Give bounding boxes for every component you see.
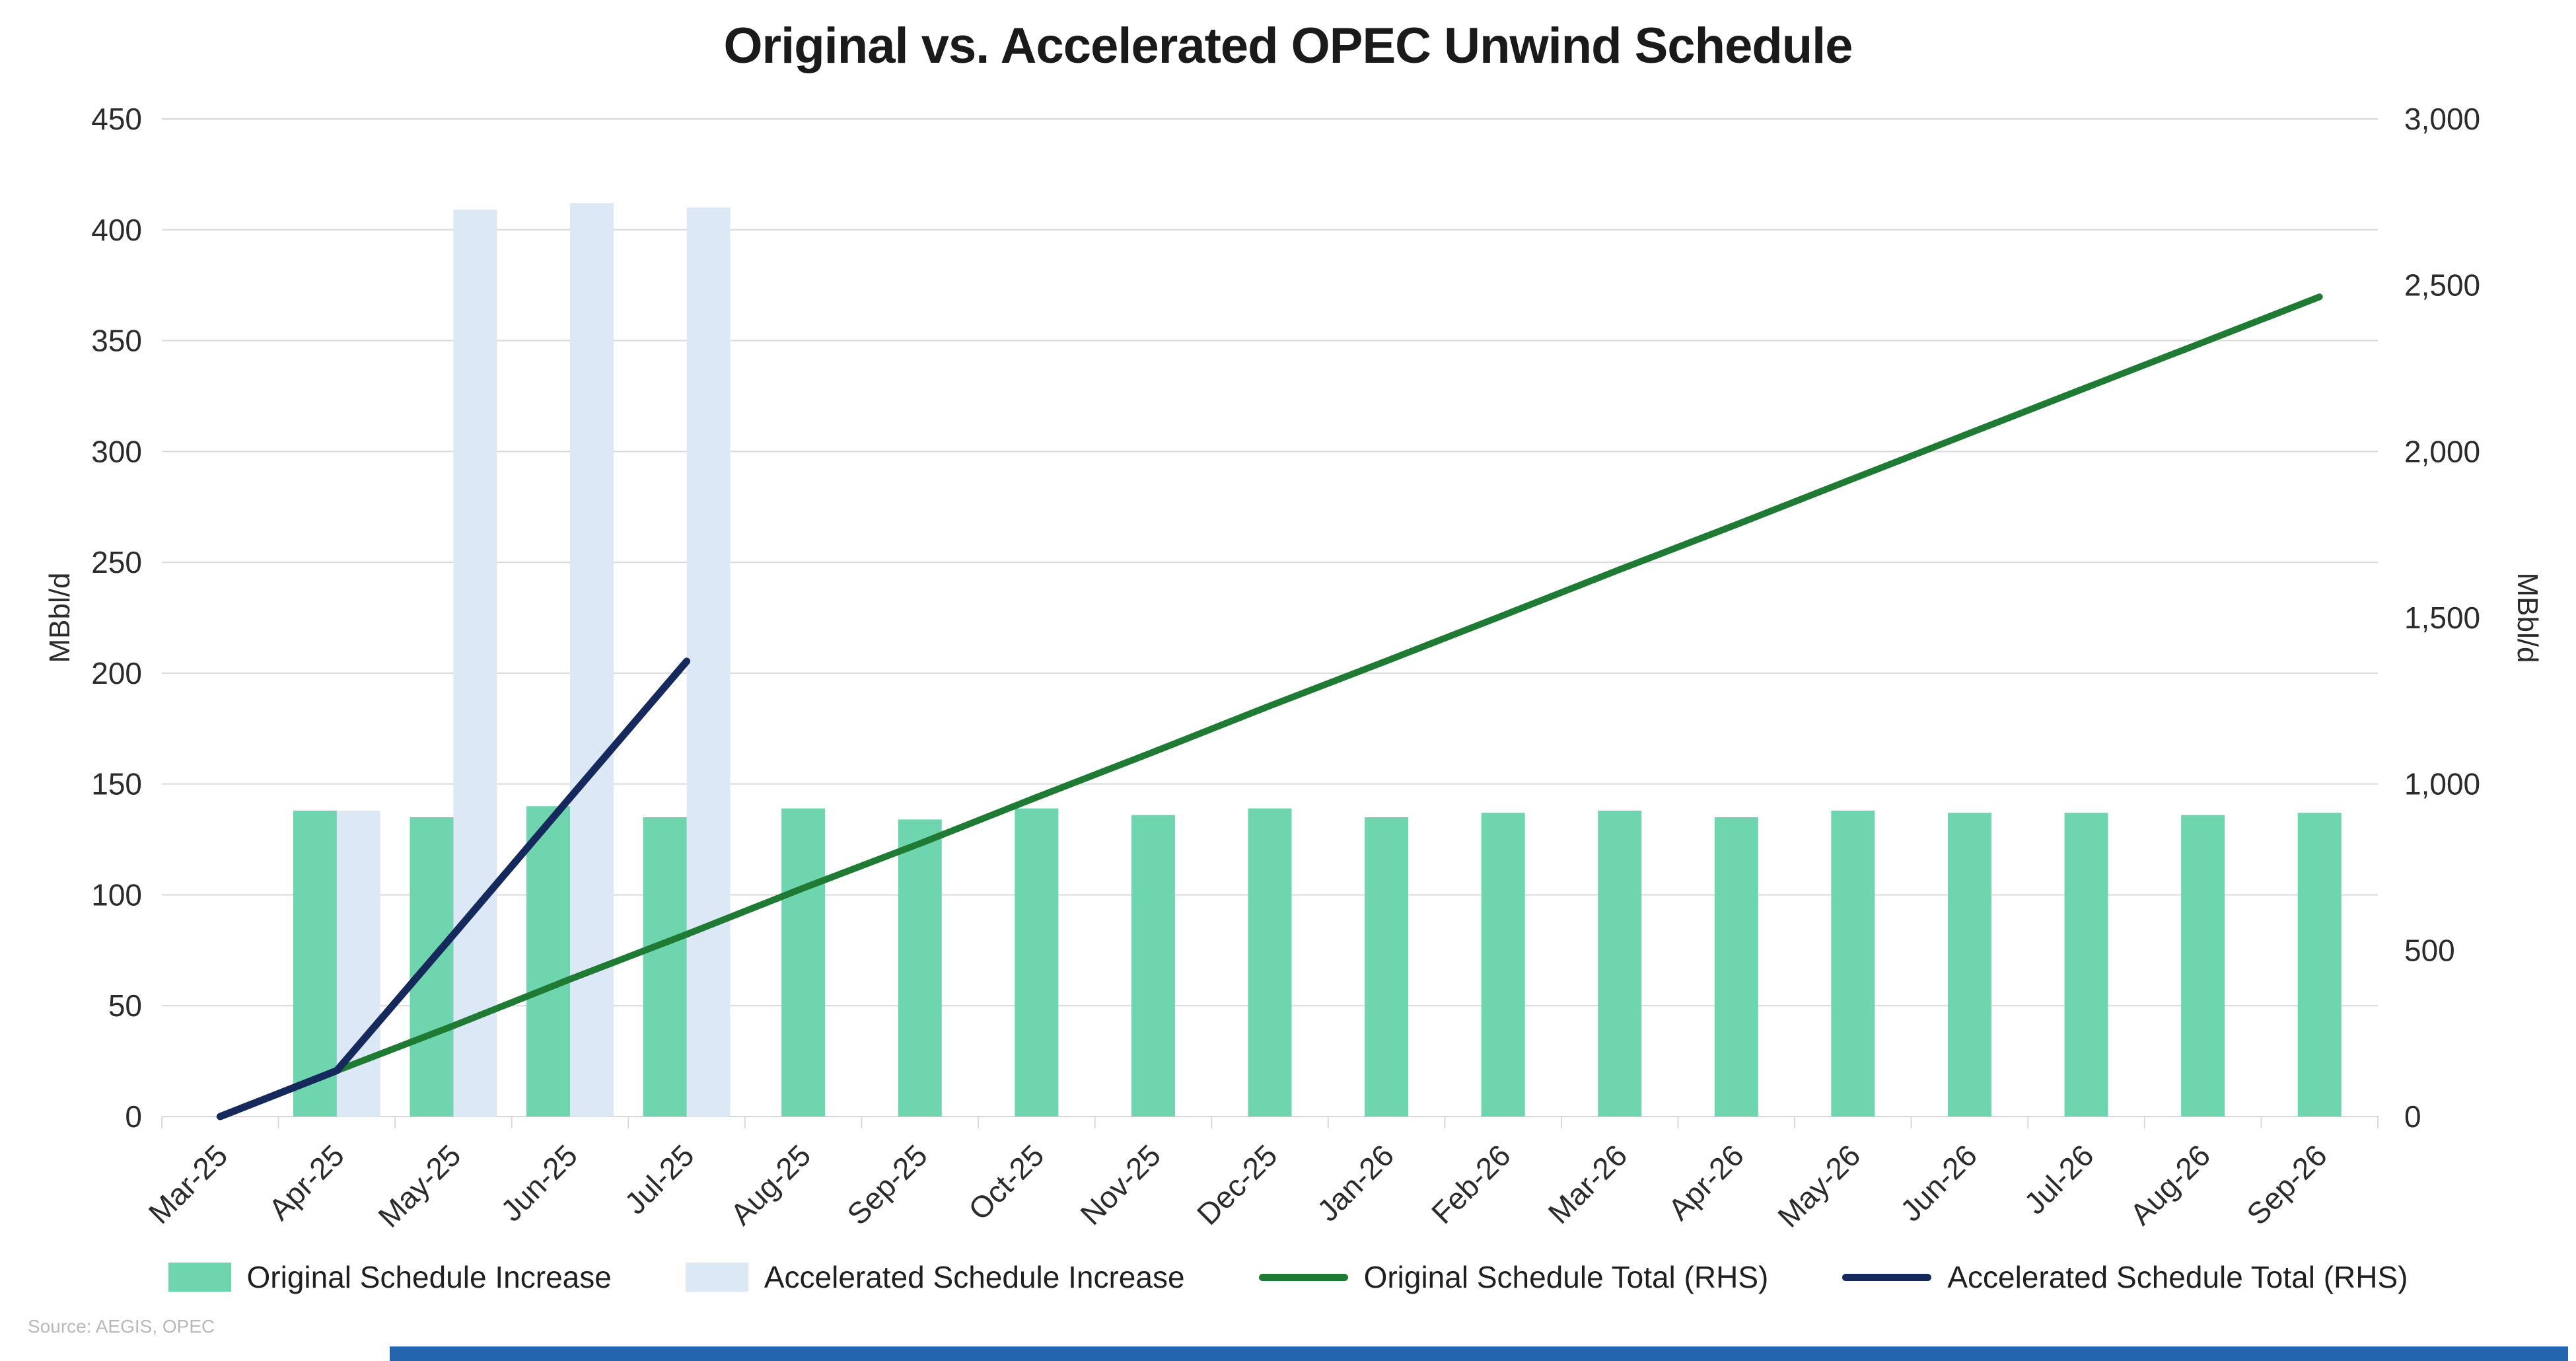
bar-original [293,810,337,1117]
bar-original [1481,813,1525,1117]
svg-text:Jul-26: Jul-26 [2017,1138,2100,1220]
svg-text:500: 500 [2404,933,2455,967]
right-axis-tick-labels: 0 500 1,000 1,500 2,000 2,500 3,000 [2404,102,2480,1134]
svg-text:2,000: 2,000 [2404,434,2480,468]
svg-text:Sep-26: Sep-26 [2240,1138,2334,1232]
svg-text:Nov-25: Nov-25 [1073,1138,1167,1232]
svg-text:Jan-26: Jan-26 [1310,1138,1400,1228]
svg-text:0: 0 [125,1099,142,1134]
svg-text:100: 100 [91,877,142,912]
svg-text:150: 150 [91,767,142,801]
bar-original [410,817,454,1117]
svg-text:3,000: 3,000 [2404,102,2480,136]
bar-original [898,819,942,1117]
legend-item-original-schedule-increase: Original Schedule Increase [168,1259,612,1295]
svg-text:350: 350 [91,324,142,358]
svg-text:May-26: May-26 [1771,1138,1867,1233]
bar-original [1714,817,1758,1117]
svg-text:200: 200 [91,656,142,690]
svg-text:1,500: 1,500 [2404,601,2480,635]
source-note: Source: AEGIS, OPEC [28,1316,215,1337]
legend-item-accelerated-schedule-increase: Accelerated Schedule Increase [685,1259,1185,1295]
svg-text:50: 50 [108,988,142,1023]
bars-original-schedule-increase [293,806,2342,1117]
legend-label-accelerated-total: Accelerated Schedule Total (RHS) [1947,1260,2408,1294]
svg-text:May-25: May-25 [371,1138,467,1233]
svg-text:Jun-25: Jun-25 [494,1138,584,1228]
left-axis-tick-labels: 0 50 100 150 200 250 300 350 400 450 [91,102,142,1134]
bar-original [2297,813,2342,1117]
svg-text:0: 0 [2404,1099,2421,1134]
right-axis-title: MBbl/d [2511,573,2544,663]
svg-text:Apr-25: Apr-25 [262,1138,351,1226]
svg-text:Mar-26: Mar-26 [1541,1138,1633,1230]
legend-item-original-schedule-total: Original Schedule Total (RHS) [1258,1259,1769,1295]
legend-swatch-original-line [1258,1273,1348,1281]
x-axis-labels: Mar-25 Apr-25 May-25 Jun-25 Jul-25 Aug-25 Sep-… [142,1117,2379,1234]
svg-text:Mar-25: Mar-25 [142,1138,234,1230]
bar-original [643,817,687,1117]
bar-original [1598,810,1642,1117]
footer-strip [390,1346,2568,1361]
bar-original [1831,810,1875,1117]
legend-swatch-accelerated-bar [685,1263,748,1292]
legend-label-original-increase: Original Schedule Increase [246,1260,612,1294]
legend-label-original-total: Original Schedule Total (RHS) [1363,1260,1769,1294]
chart-legend: Original Schedule Increase Accelerated S… [0,1259,2576,1295]
svg-text:2,500: 2,500 [2404,268,2480,303]
bar-original [781,808,826,1117]
bar-original [2064,813,2108,1117]
svg-text:1,000: 1,000 [2404,767,2480,801]
bar-original [1947,813,1991,1117]
bar-original [1015,808,1059,1117]
bar-accelerated [453,209,497,1117]
svg-text:300: 300 [91,434,142,468]
svg-text:Dec-25: Dec-25 [1190,1138,1284,1232]
svg-text:Aug-26: Aug-26 [2124,1138,2217,1232]
chart-title: Original vs. Accelerated OPEC Unwind Sch… [723,18,1853,74]
svg-text:Jul-25: Jul-25 [618,1138,700,1220]
legend-item-accelerated-schedule-total: Accelerated Schedule Total (RHS) [1842,1259,2408,1295]
svg-text:Sep-25: Sep-25 [840,1138,934,1232]
svg-text:Oct-25: Oct-25 [962,1138,1050,1226]
svg-text:Aug-25: Aug-25 [724,1138,818,1232]
bar-original [2181,815,2225,1117]
bar-original [526,806,571,1117]
svg-text:Apr-26: Apr-26 [1661,1138,1750,1226]
line-accelerated-schedule-total [216,657,691,1121]
bar-original [1131,815,1175,1117]
svg-text:Jun-26: Jun-26 [1894,1138,1984,1228]
svg-text:400: 400 [91,213,142,247]
bar-accelerated [686,207,731,1117]
legend-label-accelerated-increase: Accelerated Schedule Increase [764,1260,1185,1294]
bar-original [1248,808,1292,1117]
svg-text:Feb-26: Feb-26 [1425,1138,1517,1230]
bar-original [1365,817,1409,1117]
svg-text:250: 250 [91,545,142,579]
left-axis-title: MBbl/d [44,573,76,663]
line-original-schedule-total [217,293,2323,1120]
legend-swatch-original-bar [168,1263,231,1292]
svg-text:450: 450 [91,102,142,136]
legend-swatch-accelerated-line [1842,1273,1932,1281]
